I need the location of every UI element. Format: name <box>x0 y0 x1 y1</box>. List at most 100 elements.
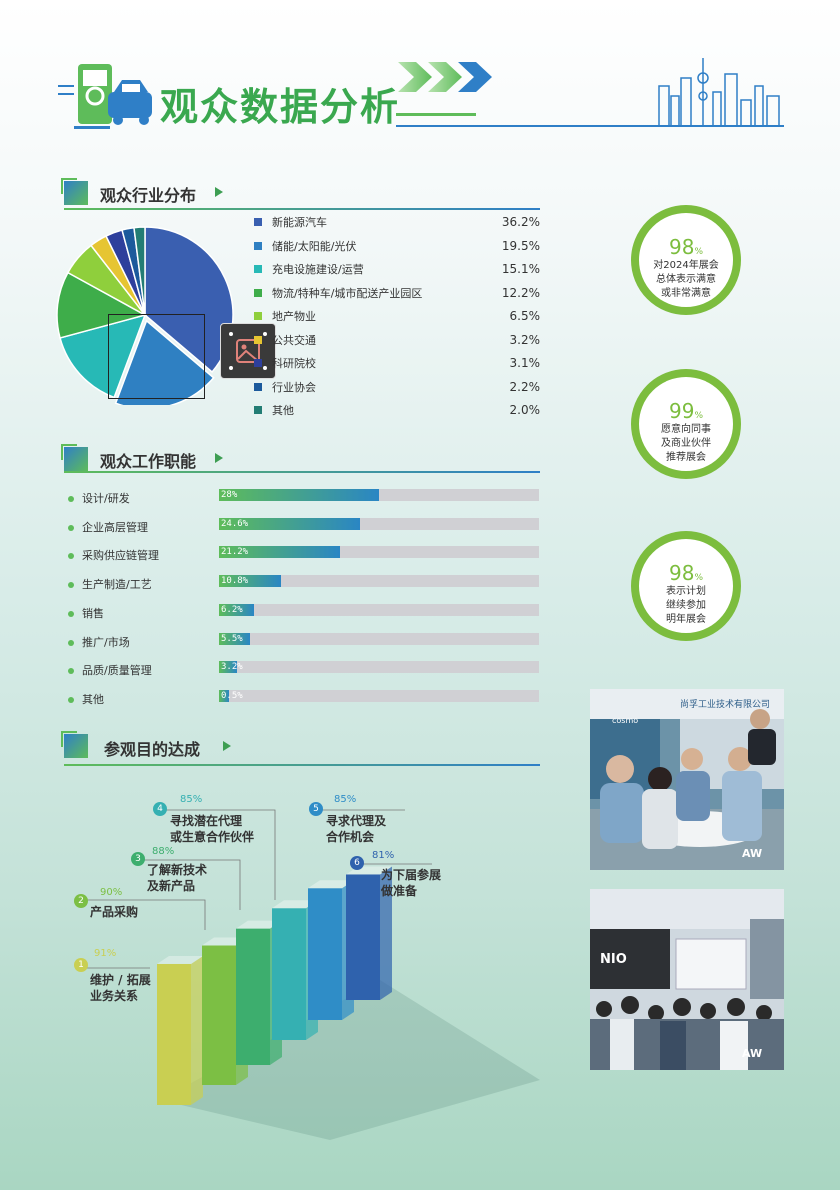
satisfaction-text: 及商业伙伴 <box>661 438 711 449</box>
section-icon <box>61 444 88 471</box>
bullet-dot <box>68 582 74 589</box>
legend-label: 科研院校 <box>272 357 316 370</box>
legend-value: 6.5% <box>509 309 541 323</box>
svg-text:NIO: NIO <box>600 952 627 967</box>
header-chevrons <box>398 60 494 98</box>
section-icon <box>61 178 88 205</box>
play-arrow-icon <box>215 187 223 197</box>
job-section-title: 观众工作职能 <box>100 452 197 471</box>
job-bar-track: 5.5% <box>219 632 539 645</box>
legend-item: 储能/太阳能/光伏 19.5% <box>254 236 540 256</box>
job-bar-fill: 28% <box>219 489 379 501</box>
goal-label: 了解新技术 及新产品 <box>147 863 208 893</box>
legend-label: 物流/特种车/城市配送产业园区 <box>272 286 423 300</box>
pie-slice <box>133 226 146 316</box>
goal-bar <box>157 955 203 1105</box>
page-title: 观众数据分析 <box>160 85 401 129</box>
job-bar-track: 6.2% <box>219 603 539 616</box>
goal-percent: 81% <box>372 850 395 861</box>
job-bar-fill: 0.5% <box>219 689 243 702</box>
play-arrow-icon <box>215 453 223 463</box>
charging-car-icon <box>58 64 152 129</box>
legend-swatch <box>254 288 262 297</box>
legend-item: 充电设施建设/运营 15.1% <box>254 259 540 279</box>
goal-number-badge: 4 <box>153 802 167 816</box>
svg-text:cosmo: cosmo <box>612 716 638 725</box>
goal-number-badge: 3 <box>131 852 145 866</box>
job-label: 其他 <box>68 691 104 707</box>
job-label: 采购供应链管理 <box>68 547 159 563</box>
exhibition-photo-crowd: NIO AW <box>590 889 784 1070</box>
goal-number-badge: 5 <box>309 802 323 816</box>
bullet-dot <box>68 553 74 560</box>
legend-item: 地产物业 6.5% <box>254 306 540 326</box>
goal-number-badge: 2 <box>74 894 88 908</box>
svg-text:AW: AW <box>742 847 762 860</box>
goal-percent: 91% <box>94 948 117 959</box>
bullet-dot <box>68 524 74 531</box>
job-bar-fill: 10.8% <box>219 575 281 588</box>
legend-value: 15.1% <box>501 262 540 276</box>
satisfaction-text: 明年展会 <box>666 614 706 625</box>
industry-legend: 新能源汽车 36.2% 储能/太阳能/光伏 19.5% 充电设施建设/运营 15… <box>254 212 540 424</box>
legend-label: 储能/太阳能/光伏 <box>272 239 357 253</box>
goal-percent: 90% <box>100 887 123 898</box>
job-bar-fill: 24.6% <box>219 517 360 530</box>
legend-swatch <box>254 265 262 273</box>
goal-label: 为下届参展 做准备 <box>381 868 442 898</box>
leader-line <box>140 859 241 910</box>
satisfaction-percent: 98% <box>668 235 703 259</box>
bullet-dot <box>68 696 74 703</box>
job-label: 推广/市场 <box>68 634 130 650</box>
pie-slice <box>59 313 147 399</box>
industry-pie-chart <box>56 226 234 405</box>
image-placeholder-overlay <box>108 314 205 399</box>
goal-label: 寻求代理及 合作机会 <box>326 814 387 844</box>
section-divider <box>64 764 540 766</box>
industry-section-title: 观众行业分布 <box>100 186 197 205</box>
job-bar-track: 0.5% <box>219 689 539 702</box>
pie-slice <box>114 319 215 405</box>
bullet-dot <box>68 639 74 646</box>
image-icon[interactable] <box>220 323 276 379</box>
legend-value: 3.2% <box>509 332 541 347</box>
legend-swatch <box>254 335 262 344</box>
legend-item: 行业协会 2.2% <box>254 377 540 397</box>
goal-label: 产品采购 <box>90 905 139 919</box>
job-bar-track: 3.2% <box>219 661 539 674</box>
goal-label: 维护 / 拓展 业务关系 <box>90 973 151 1003</box>
job-bar-fill: 3.2% <box>219 661 243 674</box>
legend-value: 2.2% <box>509 379 541 394</box>
goal-percent: 85% <box>180 794 203 805</box>
satisfaction-text: 或非常满意 <box>661 288 711 299</box>
legend-item: 其他 2.0% <box>254 400 540 420</box>
bullet-dot <box>68 610 74 617</box>
legend-swatch <box>254 241 262 250</box>
goal-percent: 85% <box>334 794 357 805</box>
svg-text:尚孚工业技术有限公司: 尚孚工业技术有限公司 <box>680 698 770 710</box>
job-bar-track: 28% <box>219 489 539 501</box>
legend-label: 充电设施建设/运营 <box>272 263 364 276</box>
job-bar-track: 10.8% <box>219 575 539 588</box>
satisfaction-text: 对2024年展会 <box>653 260 719 271</box>
legend-value: 3.1% <box>509 356 541 370</box>
legend-swatch <box>254 312 262 320</box>
job-bar-fill: 21.2% <box>219 546 341 559</box>
chart-shadow <box>160 980 540 1140</box>
goal-number-badge: 1 <box>74 958 88 972</box>
goal-percent: 88% <box>152 846 175 857</box>
satisfaction-badge: 98% 对2024年展会 总体表示满意 或非常满意 <box>631 205 741 315</box>
header-rule <box>396 125 784 127</box>
satisfaction-percent: 99% <box>668 399 703 423</box>
legend-swatch <box>254 382 262 391</box>
skyline-graphic <box>655 56 785 130</box>
legend-value: 2.0% <box>509 403 541 417</box>
legend-label: 行业协会 <box>272 380 316 394</box>
satisfaction-text: 总体表示满意 <box>656 274 716 285</box>
satisfaction-badge: 98% 表示计划 继续参加 明年展会 <box>631 531 741 641</box>
legend-swatch <box>254 359 262 367</box>
goals-section-title: 参观目的达成 <box>104 740 201 759</box>
legend-swatch <box>254 406 262 414</box>
legend-label: 新能源汽车 <box>272 216 327 229</box>
legend-item: 物流/特种车/城市配送产业园区 12.2% <box>254 283 540 303</box>
